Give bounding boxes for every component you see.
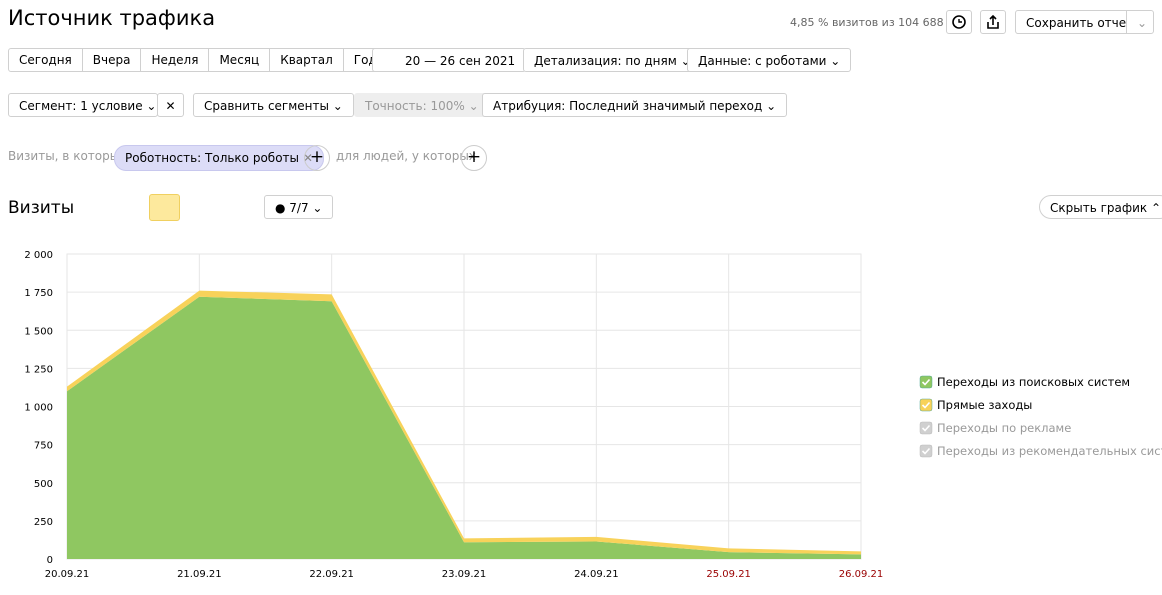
- filter-chip-text: Роботность: Только роботы: [125, 151, 299, 165]
- x-tick-label: 20.09.21: [45, 569, 90, 580]
- legend-label: Переходы из рекомендательных систем: [937, 444, 1162, 458]
- save-menu-button[interactable]: ⌄: [1126, 10, 1154, 34]
- robots: Данные: с роботами: [698, 54, 827, 68]
- attribution: Атрибуция: Последний значимый переход: [493, 99, 763, 113]
- save-report-button[interactable]: Сохранить отчет: [1015, 10, 1133, 34]
- legend-checkbox: [919, 398, 933, 412]
- y-tick-label: 1 250: [24, 364, 53, 375]
- legend-label: Переходы по рекламе: [937, 421, 1071, 435]
- legend-checkbox: [919, 421, 933, 435]
- period-button[interactable]: Месяц: [209, 49, 271, 71]
- x-tick-label: 24.09.21: [574, 569, 619, 580]
- detail: Детализация: по дням: [534, 54, 677, 68]
- y-tick-label: 0: [47, 555, 53, 566]
- clock-icon: [952, 15, 966, 29]
- stacked-area-toggle[interactable]: [149, 194, 180, 221]
- metric-title: Визиты: [8, 198, 75, 218]
- compare-button[interactable]: Сравнить сегменты ⌄: [193, 93, 354, 117]
- page-title: Источник трафика: [8, 6, 216, 30]
- legend-check: [921, 401, 931, 409]
- y-tick-label: 2 000: [24, 250, 53, 261]
- filter-chip[interactable]: Роботность: Только роботы ✕: [114, 145, 324, 171]
- export-icon: [987, 14, 999, 29]
- x-tick-label: 26.09.21: [839, 569, 884, 580]
- legend-check: [921, 424, 931, 432]
- chart: 0 250 500 750 1 000 1 250 1 500 1 750 2 000 20.09…: [24, 250, 1162, 580]
- notes: 7/7: [289, 201, 309, 215]
- period-button[interactable]: Квартал: [270, 49, 344, 71]
- y-tick-label: 1 500: [24, 326, 53, 337]
- legend-label: Переходы из поисковых систем: [937, 375, 1130, 389]
- accuracy-button: Точность: 100% ⌄: [354, 93, 490, 117]
- date-range-button[interactable]: 20 — 26 сен 2021: [372, 48, 527, 72]
- detail-button[interactable]: Детализация: по дням ⌄: [523, 48, 702, 72]
- filter-people: для людей, у которых: [336, 149, 476, 163]
- x-tick-label: 23.09.21: [442, 569, 487, 580]
- add-filter[interactable]: +: [304, 145, 330, 171]
- period-button[interactable]: Год: [353, 53, 377, 67]
- compare: Сравнить сегменты: [204, 99, 329, 113]
- segment: Сегмент: 1 условие: [19, 99, 143, 113]
- legend-check: [921, 378, 931, 386]
- x-tick-label: 22.09.21: [309, 569, 354, 580]
- period-button[interactable]: Сегодня: [9, 49, 83, 71]
- y-tick-label: 1 000: [24, 403, 53, 414]
- legend-label: Прямые заходы: [937, 398, 1032, 412]
- legend-checkbox: [919, 444, 933, 458]
- period-group: Сегодня Вчера Неделя Месяц Квартал Год: [8, 48, 388, 72]
- add-people-filter[interactable]: +: [461, 145, 487, 171]
- segment-clear[interactable]: ✕: [157, 93, 184, 117]
- hide-chart: Скрыть график: [1050, 201, 1148, 215]
- y-tick-label: 1 750: [24, 288, 53, 299]
- x-tick-label: 25.09.21: [706, 569, 751, 580]
- y-tick-label: 750: [34, 441, 53, 452]
- date-range: 20 — 26 сен 2021: [405, 54, 516, 68]
- filter-prefix: Визиты, в которых: [8, 149, 127, 163]
- notes-button[interactable]: ● 7/7 ⌄: [264, 195, 334, 219]
- legend-checkbox: [919, 375, 933, 389]
- area-series: [67, 296, 861, 559]
- legend-check: [921, 447, 931, 455]
- export-button[interactable]: [980, 10, 1006, 34]
- segment-button[interactable]: Сегмент: 1 условие ⌄: [8, 93, 158, 117]
- y-tick-label: 250: [34, 517, 53, 528]
- robots-button[interactable]: Данные: с роботами ⌄: [687, 48, 852, 72]
- accuracy: Точность: 100%: [365, 99, 465, 113]
- summary: 4,85 % визитов из 104 688: [790, 16, 944, 29]
- period-button[interactable]: Вчера: [83, 49, 142, 71]
- attribution-button[interactable]: Атрибуция: Последний значимый переход ⌄: [482, 93, 788, 117]
- history-button[interactable]: [946, 10, 972, 34]
- period-button[interactable]: Неделя: [141, 49, 210, 71]
- x-tick-label: 21.09.21: [177, 569, 222, 580]
- y-tick-label: 500: [34, 479, 53, 490]
- hide-chart-button[interactable]: Скрыть график ⌃: [1039, 195, 1162, 219]
